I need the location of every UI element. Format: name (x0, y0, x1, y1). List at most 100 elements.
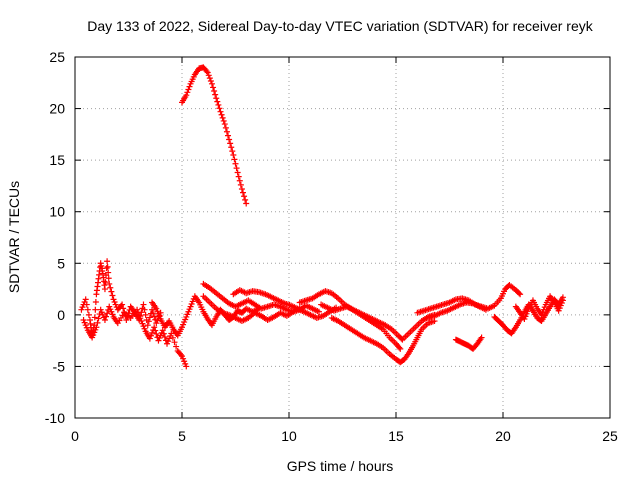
data-point (185, 86, 192, 93)
data-point (221, 121, 228, 128)
x-tick-label: 20 (495, 428, 511, 444)
data-point (237, 181, 244, 188)
data-point (103, 265, 110, 272)
data-point (177, 351, 184, 358)
data-point (205, 72, 212, 79)
data-point (242, 196, 249, 203)
data-point (83, 301, 90, 308)
data-point (95, 315, 102, 322)
x-tick-label: 0 (71, 428, 79, 444)
y-tick-label: 5 (57, 255, 65, 271)
data-point (210, 84, 217, 91)
data-point (151, 324, 158, 331)
data-point (216, 105, 223, 112)
data-point (241, 193, 248, 200)
data-point (104, 310, 111, 317)
data-point (151, 313, 158, 320)
y-tick-label: 10 (49, 204, 65, 220)
data-point (120, 305, 127, 312)
data-point (135, 309, 142, 316)
data-point (153, 330, 160, 337)
data-point (137, 315, 144, 322)
data-point (431, 318, 438, 325)
data-point (183, 363, 190, 370)
data-point (186, 83, 193, 90)
data-point (218, 111, 225, 118)
data-point (227, 140, 234, 147)
data-point (104, 258, 111, 265)
x-tick-label: 10 (281, 428, 297, 444)
series-arc-high (179, 64, 250, 207)
data-point (236, 177, 243, 184)
data-point (152, 327, 159, 334)
data-point (108, 288, 115, 295)
data-point (207, 77, 214, 84)
data-point (144, 322, 151, 329)
data-point (206, 75, 213, 82)
data-point (145, 318, 152, 325)
data-point (92, 306, 99, 313)
series-arc-1 (78, 258, 164, 339)
data-point (119, 301, 126, 308)
series-arc-9 (328, 314, 438, 366)
y-tick-label: 0 (57, 307, 65, 323)
data-point (82, 296, 89, 303)
series-arc-12 (452, 334, 485, 352)
data-point (213, 95, 220, 102)
data-point (142, 311, 149, 318)
data-point (204, 69, 211, 76)
y-tick-label: -5 (53, 358, 66, 374)
data-point (226, 136, 233, 143)
data-point (215, 101, 222, 108)
data-point (478, 334, 485, 341)
y-axis-label: SDTVAR / TECUs (6, 181, 22, 293)
data-point (517, 291, 524, 298)
data-point (217, 108, 224, 115)
data-point (150, 310, 157, 317)
data-point (159, 327, 166, 334)
series-arc-2 (80, 303, 190, 370)
data-point (225, 132, 232, 139)
data-points (78, 64, 566, 370)
x-tick-label: 5 (178, 428, 186, 444)
data-point (229, 148, 236, 155)
data-point (93, 324, 100, 331)
data-point (211, 88, 218, 95)
data-point (134, 306, 141, 313)
data-point (136, 312, 143, 319)
data-point (92, 298, 99, 305)
y-tick-label: 25 (49, 49, 65, 65)
data-point (516, 290, 523, 297)
data-point (220, 117, 227, 124)
plot-frame (74, 56, 611, 419)
x-tick-label: 15 (388, 428, 404, 444)
data-point (160, 330, 167, 337)
series-arc-7 (296, 288, 404, 352)
data-point (123, 317, 130, 324)
data-point (208, 80, 215, 87)
series-arc-8 (318, 301, 438, 343)
data-point (105, 275, 112, 282)
data-point (183, 92, 190, 99)
y-tick-label: -10 (45, 410, 65, 426)
x-axis-label: GPS time / hours (287, 458, 394, 474)
data-point (228, 144, 235, 151)
data-point (105, 269, 112, 276)
data-point (102, 279, 109, 286)
chart-title: Day 133 of 2022, Sidereal Day-to-day VTE… (87, 18, 593, 34)
series-arc-14 (512, 293, 566, 322)
data-point (559, 297, 566, 304)
data-point (107, 284, 114, 291)
data-point (91, 314, 98, 321)
x-tick-label: 25 (602, 428, 618, 444)
data-point (149, 329, 156, 336)
data-point (109, 292, 116, 299)
data-point (238, 186, 245, 193)
data-point (482, 306, 489, 313)
data-point (223, 128, 230, 135)
data-point (169, 334, 176, 341)
data-point (239, 189, 246, 196)
data-point (146, 335, 153, 342)
data-point (101, 317, 108, 324)
